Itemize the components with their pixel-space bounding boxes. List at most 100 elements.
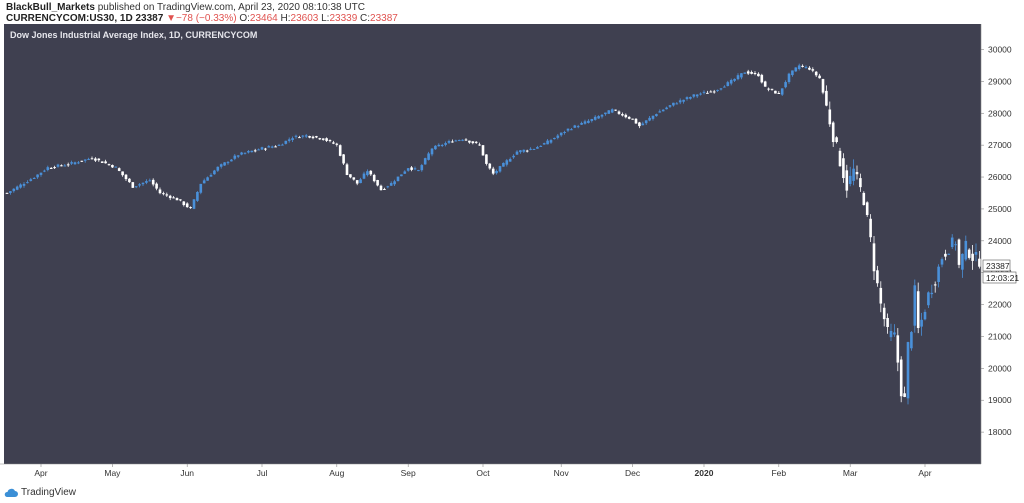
candle	[570, 128, 573, 131]
candle-body	[845, 170, 849, 191]
countdown-tag: 12:03:21	[982, 271, 1019, 284]
candle	[937, 264, 940, 288]
price-change: −78 (−0.33%)	[175, 13, 237, 24]
candle-body	[291, 138, 294, 141]
publisher-name[interactable]: BlackBull_Markets	[6, 2, 95, 13]
candle	[179, 199, 182, 202]
candle	[757, 72, 760, 77]
candle-body	[264, 148, 267, 150]
candle	[607, 110, 611, 114]
candle	[478, 142, 481, 146]
candle	[141, 182, 145, 186]
candle-body	[236, 155, 240, 157]
price-chart[interactable]: Dow Jones Industrial Average Index, 1D, …	[0, 24, 1024, 484]
open-label: O:	[239, 13, 250, 24]
candle	[859, 173, 862, 192]
candle-body	[869, 218, 872, 238]
candle	[644, 120, 648, 125]
candle-body	[461, 139, 464, 141]
candle	[447, 139, 451, 145]
candle-body	[692, 94, 696, 97]
candle	[338, 144, 342, 157]
candle	[304, 133, 308, 139]
candle-body	[716, 89, 719, 91]
candle	[879, 281, 883, 313]
candle	[736, 73, 740, 81]
candles-layer	[5, 63, 981, 405]
y-tick-label: 21000	[988, 331, 1012, 341]
candle	[243, 152, 247, 155]
candle	[393, 179, 396, 187]
candle	[236, 155, 240, 159]
candle-body	[644, 120, 648, 124]
candle	[233, 154, 237, 161]
candle-body	[66, 164, 70, 166]
candle-body	[230, 159, 233, 162]
candle	[406, 167, 410, 172]
candle	[542, 142, 546, 145]
candle	[604, 112, 607, 116]
candle-body	[457, 139, 461, 141]
candle	[889, 323, 893, 342]
candle-body	[787, 73, 791, 83]
candle-body	[522, 149, 526, 152]
x-axis[interactable]: Apr May Jun Jul Aug Sep Oct Nov Dec 2020 Feb Mar Apr	[0, 463, 981, 478]
candle	[896, 328, 900, 372]
candle-body	[287, 139, 291, 141]
y-axis[interactable]: 1800019000200002100022000230002400025000…	[980, 24, 1012, 464]
plot-area[interactable]	[4, 24, 981, 464]
candle	[189, 206, 192, 209]
candle	[124, 174, 128, 181]
candle	[706, 90, 709, 94]
candle-body	[196, 191, 199, 201]
candle-body	[162, 193, 165, 195]
candle-body	[719, 88, 723, 90]
candle	[638, 121, 641, 129]
candle	[257, 148, 260, 151]
candle	[760, 73, 764, 84]
candle	[801, 64, 804, 68]
candle	[70, 160, 73, 165]
candle	[134, 186, 138, 189]
candle-body	[83, 159, 87, 161]
candle	[485, 154, 488, 166]
candle	[66, 162, 70, 167]
candle-body	[444, 143, 447, 145]
candle-body	[770, 88, 774, 90]
candle-body	[260, 147, 264, 150]
candle-body	[209, 174, 213, 177]
candle-body	[563, 131, 566, 133]
candle	[923, 309, 927, 321]
candle	[206, 176, 209, 181]
candle-body	[335, 143, 339, 145]
candle-body	[610, 109, 614, 113]
candle	[46, 165, 50, 172]
candle-body	[369, 170, 373, 175]
candle-body	[22, 183, 26, 186]
candle	[804, 65, 808, 69]
candle-body	[73, 162, 77, 165]
candle	[723, 85, 726, 88]
tradingview-footer[interactable]: TradingView	[4, 487, 76, 498]
candle-body	[440, 144, 444, 146]
candle	[325, 137, 328, 142]
candle-body	[967, 249, 971, 258]
candle	[787, 72, 791, 84]
candle-body	[614, 109, 617, 111]
candle	[563, 130, 566, 135]
candle	[454, 139, 458, 142]
candle-body	[573, 125, 577, 128]
candle-body	[831, 122, 835, 143]
y-tick-label: 18000	[988, 427, 1012, 437]
candle	[770, 88, 774, 91]
candle	[539, 145, 543, 147]
candle	[352, 177, 356, 181]
candle-body	[702, 91, 706, 93]
candle	[464, 138, 468, 141]
candle-body	[131, 182, 135, 188]
candle-body	[281, 144, 284, 146]
candle	[954, 241, 957, 251]
candle-body	[529, 148, 532, 150]
candle-body	[250, 150, 254, 153]
candle	[131, 181, 135, 188]
